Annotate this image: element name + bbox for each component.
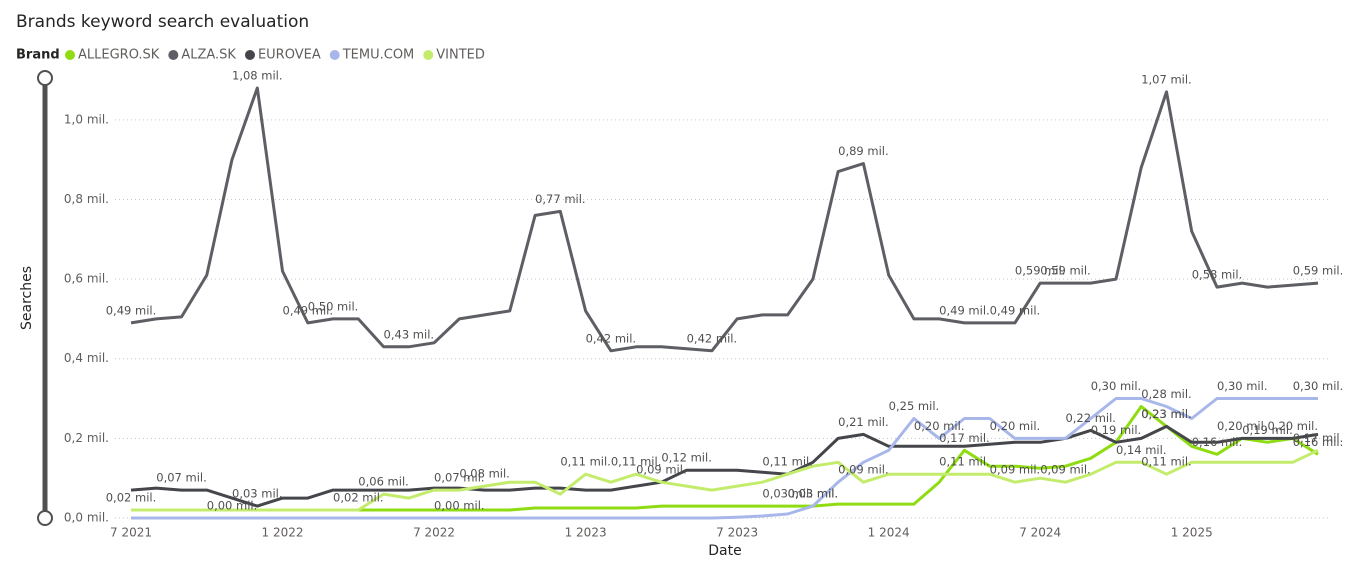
y-tick-label: 0,2 mil. bbox=[64, 431, 109, 445]
series-line bbox=[130, 424, 1319, 508]
data-label: 0,49 mil. bbox=[939, 303, 990, 317]
data-label: 0,59 mil. bbox=[1293, 264, 1344, 278]
series-line bbox=[131, 397, 1318, 520]
y-tick-label: 0,4 mil. bbox=[64, 351, 109, 365]
data-label: 0,49 mil. bbox=[283, 303, 334, 317]
zoom-slider[interactable] bbox=[37, 70, 53, 526]
data-label: 0,11 mil. bbox=[762, 455, 813, 469]
legend-marker bbox=[65, 50, 75, 60]
data-label: 0,12 mil. bbox=[661, 451, 712, 465]
data-label: 0,19 mil. bbox=[1091, 423, 1142, 437]
data-label: 0,07 mil. bbox=[156, 471, 207, 485]
x-tick-label: 7 2024 bbox=[1019, 526, 1061, 540]
chart-title: Brands keyword search evaluation bbox=[16, 12, 309, 32]
data-label: 0,23 mil. bbox=[1141, 407, 1192, 421]
data-label: 0,43 mil. bbox=[384, 327, 435, 341]
data-label: 0,09 mil. bbox=[838, 463, 889, 477]
slider-handle[interactable] bbox=[37, 70, 53, 86]
data-label: 0,06 mil. bbox=[358, 475, 409, 489]
series-line bbox=[131, 448, 1319, 512]
data-label: 0,00 mil. bbox=[207, 499, 258, 513]
legend-title: Brand bbox=[16, 48, 60, 63]
legend-marker bbox=[329, 50, 340, 60]
data-label: 0,08 mil. bbox=[459, 467, 510, 481]
legend-label: TEMU.COM bbox=[342, 48, 415, 63]
series-line bbox=[130, 86, 1319, 353]
data-label: 0,20 mil. bbox=[1217, 419, 1268, 433]
legend-marker bbox=[244, 50, 255, 60]
data-label: 0,20 mil. bbox=[990, 419, 1041, 433]
data-label: 0,03 mil. bbox=[232, 487, 283, 501]
x-tick-label: 7 2023 bbox=[716, 526, 758, 540]
data-label: 0,20 mil. bbox=[914, 419, 965, 433]
data-label: 0,03 mil. bbox=[788, 487, 839, 501]
legend-label: ALZA.SK bbox=[181, 48, 236, 63]
data-label: 0,58 mil. bbox=[1192, 268, 1243, 282]
y-tick-label: 0,8 mil. bbox=[64, 192, 109, 206]
data-label: 0,19 mil. bbox=[1242, 423, 1293, 437]
data-label: 0,30 mil. bbox=[1091, 379, 1142, 393]
x-tick-label: 1 2023 bbox=[565, 526, 607, 540]
data-label: 0,11 mil. bbox=[1141, 455, 1192, 469]
data-label: 0,30 mil. bbox=[1217, 379, 1268, 393]
x-tick-label: 1 2025 bbox=[1171, 526, 1213, 540]
legend-marker bbox=[168, 50, 179, 60]
data-label: 0,02 mil. bbox=[333, 491, 384, 505]
legend-label: EUROVEA bbox=[258, 48, 321, 63]
data-label: 0,17 mil. bbox=[1293, 431, 1344, 445]
data-label: 0,11 mil. bbox=[611, 455, 662, 469]
x-tick-label: 1 2024 bbox=[868, 526, 910, 540]
data-label: 0,42 mil. bbox=[586, 331, 637, 345]
data-label: 0,49 mil. bbox=[990, 303, 1041, 317]
data-label: 0,09 mil. bbox=[990, 463, 1041, 477]
x-tick-label: 7 2021 bbox=[110, 526, 152, 540]
data-label: 0,03 mil. bbox=[762, 487, 813, 501]
data-label: 0,28 mil. bbox=[1141, 387, 1192, 401]
x-tick-label: 7 2022 bbox=[413, 526, 455, 540]
data-label: 0,22 mil. bbox=[1065, 411, 1116, 425]
data-label: 0,09 mil. bbox=[636, 463, 687, 477]
data-label: 0,30 mil. bbox=[1293, 379, 1344, 393]
data-label: 0,21 mil. bbox=[838, 415, 889, 429]
x-axis-title: Date bbox=[708, 543, 741, 559]
data-label: 0,50 mil. bbox=[308, 299, 359, 313]
data-label: 0,17 mil. bbox=[939, 431, 990, 445]
y-axis-title: Searches bbox=[19, 266, 35, 330]
data-label: 0,49 mil. bbox=[106, 303, 157, 317]
data-label: 1,07 mil. bbox=[1141, 72, 1192, 86]
data-label: 0,07 mil. bbox=[434, 471, 485, 485]
data-label: 0,03 mil. bbox=[788, 487, 839, 501]
data-label: 0,59 mil. bbox=[1015, 264, 1066, 278]
legend-label: ALLEGRO.SK bbox=[78, 48, 160, 63]
slider-handle[interactable] bbox=[37, 510, 53, 526]
data-label: 0,89 mil. bbox=[838, 144, 889, 158]
legend-marker bbox=[423, 50, 434, 60]
data-label: 0,25 mil. bbox=[889, 399, 940, 413]
data-label: 0,09 mil. bbox=[1040, 463, 1091, 477]
data-label: 0,20 mil. bbox=[1267, 419, 1318, 433]
data-label: 0,11 mil. bbox=[939, 455, 990, 469]
data-label: 0,23 mil. bbox=[1141, 407, 1192, 421]
data-label: 0,77 mil. bbox=[535, 192, 586, 206]
data-label: 0,00 mil. bbox=[434, 499, 485, 513]
data-labels: 0,02 mil. 0,02 mil. 0,03 mil.0,03 mil.0,17… bbox=[106, 68, 1344, 512]
data-label: 0,16 mil. bbox=[1293, 435, 1344, 449]
data-label: 0,16 mil. bbox=[1192, 435, 1243, 449]
data-label: 1,08 mil. bbox=[232, 68, 283, 82]
data-label: 0,14 mil. bbox=[1116, 443, 1167, 457]
data-label: 0,59 mil. bbox=[1040, 264, 1091, 278]
data-label: 0,02 mil. bbox=[106, 491, 157, 505]
y-tick-label: 0,0 mil. bbox=[64, 511, 109, 525]
y-tick-label: 0,6 mil. bbox=[64, 272, 109, 286]
data-label: 0,11 mil. bbox=[560, 455, 611, 469]
legend-label: VINTED bbox=[436, 48, 485, 63]
data-label: 0,42 mil. bbox=[687, 331, 738, 345]
y-tick-label: 1,0 mil. bbox=[64, 112, 109, 126]
x-tick-label: 1 2022 bbox=[262, 526, 304, 540]
